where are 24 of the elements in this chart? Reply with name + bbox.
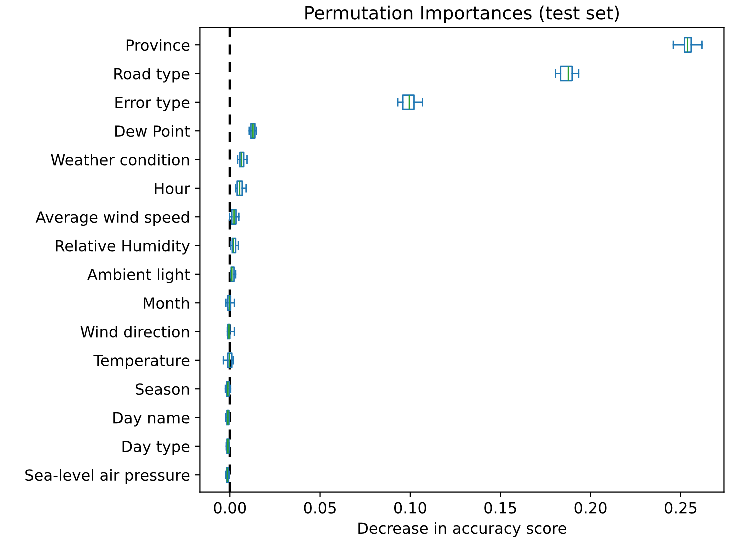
y-tick-label: Road type bbox=[114, 68, 190, 83]
y-tick-label: Ambient light bbox=[88, 268, 190, 284]
y-tick-label: Relative Humidity bbox=[56, 240, 190, 255]
y-tick-label: Dew Point bbox=[116, 125, 190, 138]
y-tick-label: Month bbox=[144, 297, 190, 310]
y-tick-label: Average wind speed bbox=[36, 211, 190, 226]
x-tick-label: 0.20 bbox=[574, 502, 607, 514]
y-tick-label: Error type bbox=[116, 97, 190, 112]
x-tick-label: 0.15 bbox=[484, 502, 516, 514]
x-tick-label: 0.00 bbox=[214, 502, 246, 514]
y-tick-label: Weather condition bbox=[51, 154, 190, 166]
x-tick-label: 0.10 bbox=[394, 502, 426, 514]
chart-title: Permutation Importances (test set) bbox=[306, 6, 619, 24]
y-tick-label: Wind direction bbox=[80, 326, 190, 338]
y-tick-label: Season bbox=[136, 384, 190, 396]
x-tick-label: 0.25 bbox=[664, 502, 697, 514]
x-axis-title: Decrease in accuracy score bbox=[358, 522, 566, 538]
y-tick-label: Hour bbox=[155, 183, 190, 194]
y-tick-label: Temperature bbox=[94, 355, 190, 370]
y-tick-label: Day name bbox=[114, 412, 190, 427]
y-tick-label: Day type bbox=[122, 441, 190, 456]
y-tick-label: Sea-level air pressure bbox=[26, 469, 190, 484]
y-tick-label: Province bbox=[126, 39, 190, 52]
x-tick-label: 0.05 bbox=[304, 502, 336, 514]
